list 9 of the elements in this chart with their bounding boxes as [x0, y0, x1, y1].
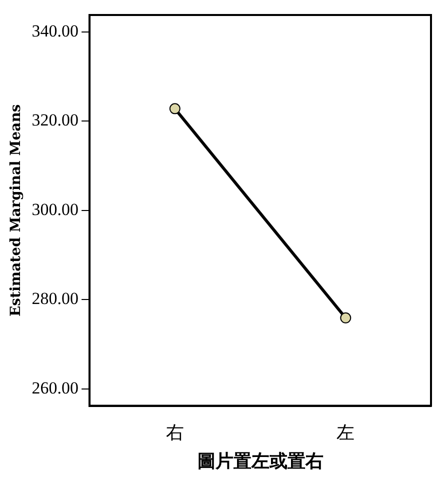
- y-tick-label: 280.00: [32, 289, 79, 308]
- y-tick-label: 340.00: [32, 21, 79, 40]
- y-tick-label: 320.00: [32, 110, 79, 130]
- x-tick-label: 右: [166, 422, 184, 444]
- x-tick-label: 左: [336, 422, 355, 444]
- y-tick-label: 260.00: [32, 378, 79, 398]
- y-axis-title: Estimated Marginal Means: [8, 104, 24, 317]
- x-axis-title: 圖片置左或置右: [197, 450, 324, 472]
- y-tick-label: 300.00: [32, 200, 79, 219]
